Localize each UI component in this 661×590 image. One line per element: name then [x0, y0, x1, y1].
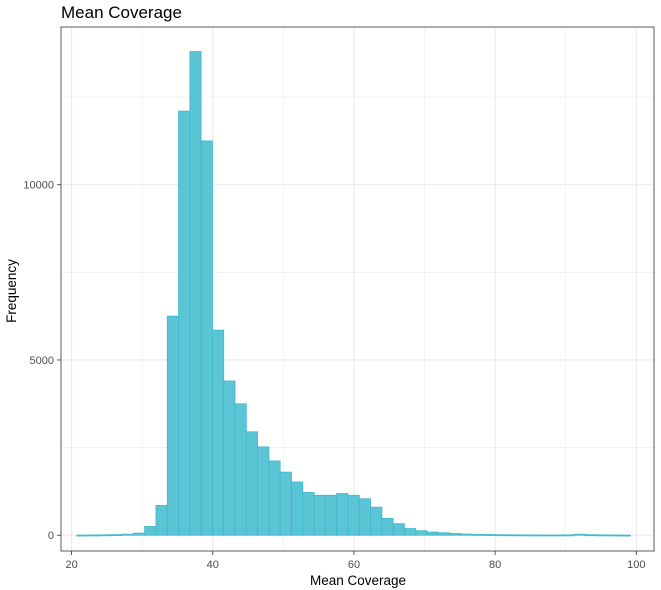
- histogram-bar: [110, 534, 123, 536]
- histogram-bar: [539, 534, 552, 537]
- histogram-bar: [370, 506, 383, 536]
- histogram-bar: [347, 494, 360, 536]
- grid-lines: [61, 27, 654, 551]
- histogram-bar: [562, 534, 575, 537]
- histogram-bar: [99, 534, 112, 537]
- histogram-bar: [291, 481, 304, 536]
- histogram-bar: [426, 531, 439, 536]
- histogram-bar: [279, 471, 292, 536]
- histogram-bar: [245, 431, 259, 536]
- x-tick-label: 60: [348, 559, 360, 571]
- histogram-bars: [76, 51, 631, 537]
- histogram-bar: [144, 526, 157, 536]
- y-tick-label: 0: [48, 530, 54, 542]
- histogram-bar: [223, 380, 236, 536]
- chart-title: Mean Coverage: [61, 3, 182, 22]
- histogram-bar: [166, 315, 179, 536]
- histogram-bar: [505, 534, 518, 537]
- histogram-bar: [607, 534, 620, 537]
- histogram-bar: [121, 533, 134, 536]
- histogram-bar: [392, 523, 405, 536]
- y-tick-label: 10000: [23, 180, 54, 192]
- histogram-bar: [302, 492, 315, 536]
- histogram-bar: [268, 460, 281, 536]
- histogram-bar: [415, 530, 428, 536]
- histogram-bar: [189, 51, 202, 536]
- histogram-bar: [313, 494, 326, 536]
- histogram-bar: [358, 498, 371, 536]
- histogram-bar: [449, 533, 462, 536]
- histogram-bar: [155, 505, 168, 536]
- histogram-bar: [336, 493, 349, 536]
- histogram-bar: [596, 534, 609, 537]
- x-tick-label: 40: [207, 559, 219, 571]
- histogram-bar: [324, 494, 338, 536]
- histogram-bar: [234, 403, 247, 536]
- histogram-bar: [460, 533, 473, 536]
- x-tick-label: 100: [627, 559, 645, 571]
- histogram-bar: [87, 534, 100, 537]
- histogram-bar: [516, 534, 530, 537]
- histogram-bar: [132, 532, 146, 536]
- histogram-bar: [200, 140, 213, 536]
- histogram-bar: [471, 533, 484, 536]
- histogram-bar: [178, 110, 191, 536]
- histogram-bar: [483, 534, 496, 536]
- x-tick-label: 20: [65, 559, 77, 571]
- histogram-bar: [437, 532, 451, 536]
- histogram-bar: [257, 446, 270, 536]
- histogram-bar: [76, 534, 89, 537]
- plot-panel-border: [60, 26, 655, 552]
- axis-ticks: 20 40 60 80 100 0 5000 10000: [23, 180, 645, 571]
- histogram-bar: [494, 534, 507, 537]
- histogram-bar: [381, 518, 394, 536]
- y-axis-title: Frequency: [4, 259, 19, 323]
- histogram-bar: [584, 534, 597, 537]
- histogram-bar: [550, 534, 563, 537]
- x-tick-label: 80: [489, 559, 501, 571]
- x-axis-title: Mean Coverage: [310, 573, 406, 588]
- histogram-bar: [618, 534, 631, 537]
- histogram-bar: [528, 534, 541, 537]
- y-tick-label: 5000: [30, 355, 54, 367]
- histogram-bar: [212, 329, 225, 536]
- histogram-bar: [573, 533, 586, 536]
- histogram-bar: [404, 528, 417, 536]
